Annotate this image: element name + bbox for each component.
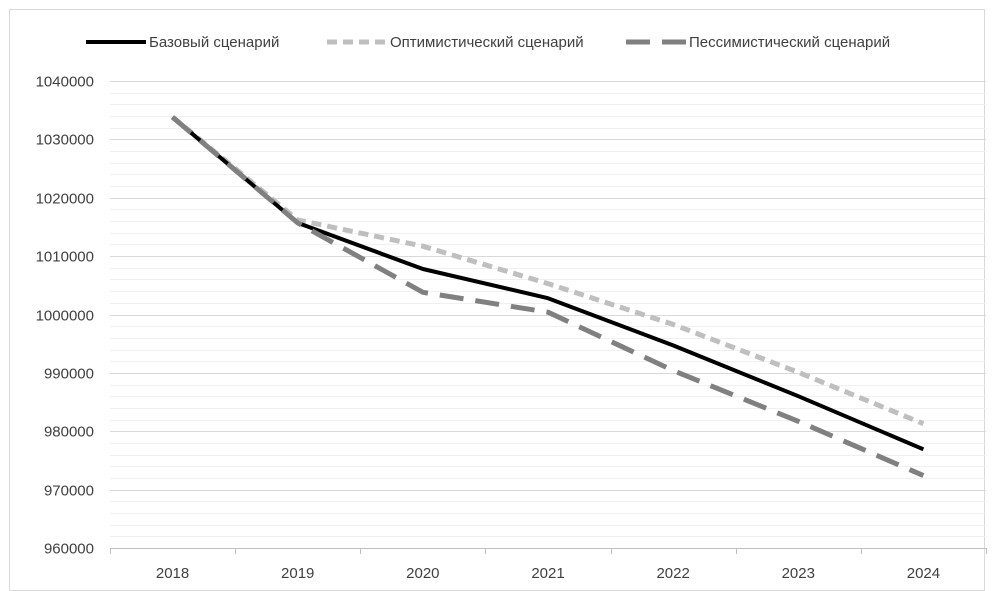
x-tick-label: 2018: [156, 565, 189, 582]
y-tick-label: 1010000: [36, 249, 94, 266]
y-tick-label: 960000: [44, 541, 94, 558]
x-tick-label: 2021: [531, 565, 564, 582]
y-tick-label: 1020000: [36, 191, 94, 208]
y-tick-label: 980000: [44, 424, 94, 441]
x-tick-label: 2020: [406, 565, 439, 582]
legend-label-2: Пессимистический сценарий: [689, 34, 890, 51]
legend: Базовый сценарий Оптимистический сценарий…: [86, 34, 890, 51]
series-line-2: [170, 115, 925, 478]
y-tick-label: 1040000: [36, 74, 94, 91]
x-tick-label: 2024: [907, 565, 940, 582]
legend-label-0: Базовый сценарий: [149, 34, 279, 51]
axes: 960000 970000 980000 990000 1000000 1010000 10…: [36, 74, 987, 582]
y-tick-label: 1030000: [36, 132, 94, 149]
x-tick-label: 2022: [656, 565, 689, 582]
grid-lines: [110, 81, 986, 537]
x-tick-label: 2023: [782, 565, 815, 582]
y-tick-label: 1000000: [36, 308, 94, 325]
legend-label-1: Оптимистический сценарий: [390, 34, 584, 51]
series-lines: [170, 115, 925, 478]
chart-border: [9, 9, 985, 591]
y-tick-label: 990000: [44, 366, 94, 383]
x-tick-label: 2019: [281, 565, 314, 582]
y-tick-label: 970000: [44, 483, 94, 500]
